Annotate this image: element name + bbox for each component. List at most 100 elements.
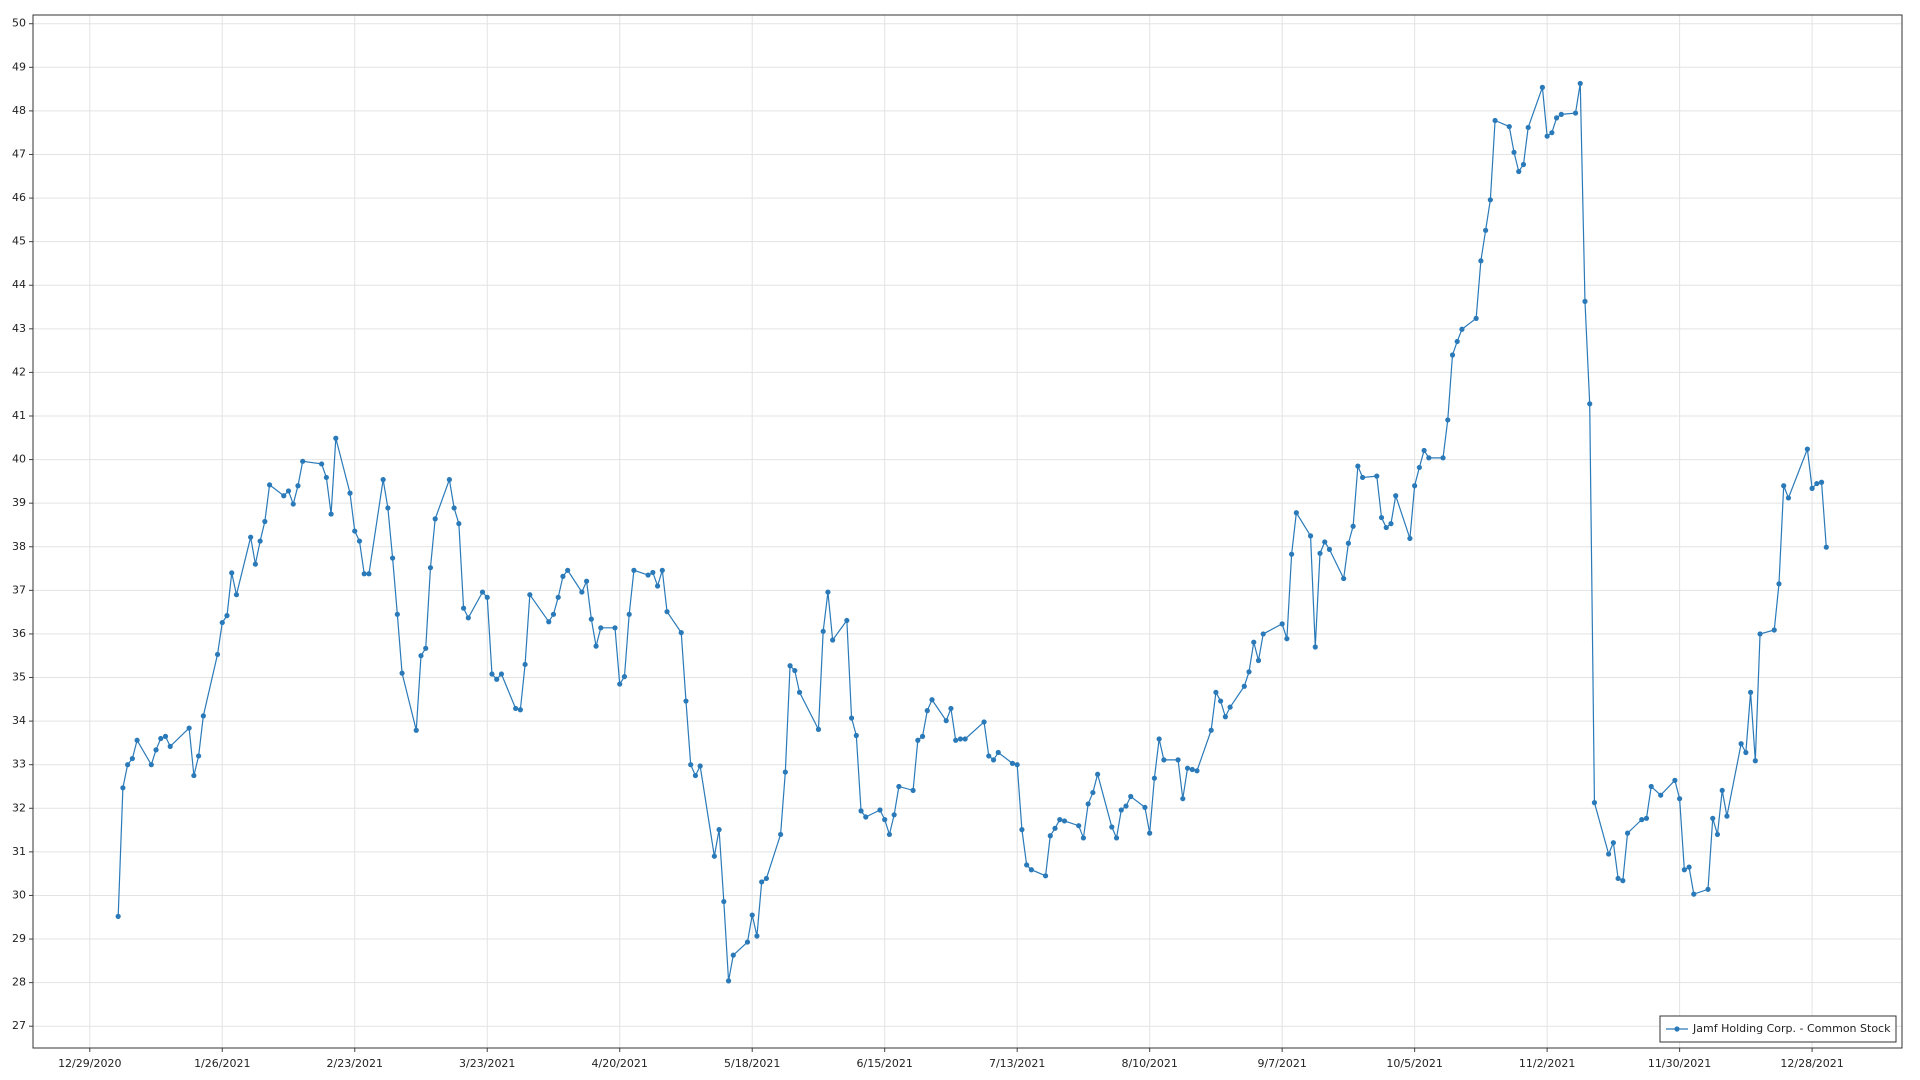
data-point <box>460 605 467 611</box>
data-point <box>1378 514 1385 521</box>
data-point <box>650 569 656 576</box>
data-point <box>560 573 566 579</box>
y-tick-label: 47 <box>12 147 26 160</box>
data-point <box>513 705 519 712</box>
x-tick-label: 12/28/2021 <box>1780 1057 1843 1070</box>
x-tick-label: 9/7/2021 <box>1257 1057 1306 1070</box>
data-point <box>295 483 301 489</box>
data-point <box>792 667 798 674</box>
data-point <box>1014 762 1020 768</box>
data-point <box>1615 875 1621 882</box>
data-point <box>730 952 736 958</box>
data-point <box>1743 749 1749 756</box>
data-point <box>479 589 486 595</box>
data-point <box>1553 115 1560 121</box>
data-point <box>1227 704 1233 710</box>
data-point <box>1691 891 1697 897</box>
data-point <box>877 807 883 813</box>
data-point <box>555 594 561 600</box>
x-tick-label: 1/26/2021 <box>194 1057 250 1070</box>
data-point <box>1284 636 1290 642</box>
data-point <box>1407 535 1413 542</box>
data-point <box>489 671 495 677</box>
data-point <box>1747 689 1754 695</box>
data-point <box>134 737 140 743</box>
data-point <box>763 875 770 882</box>
data-point <box>1317 550 1323 556</box>
y-tick-label: 27 <box>12 1019 26 1032</box>
data-point <box>1639 817 1645 823</box>
data-point <box>158 735 164 742</box>
data-point <box>886 831 893 838</box>
data-point <box>1478 258 1484 264</box>
data-point <box>1057 817 1063 823</box>
data-point <box>678 630 684 636</box>
y-tick-label: 36 <box>12 627 26 640</box>
y-tick-label: 41 <box>12 409 26 422</box>
data-point <box>1076 823 1082 829</box>
data-point <box>527 592 533 598</box>
y-tick-label: 31 <box>12 845 26 858</box>
data-point <box>1785 495 1792 501</box>
data-point <box>153 747 159 753</box>
y-tick-label: 32 <box>12 801 26 814</box>
data-point <box>995 749 1001 756</box>
data-point <box>328 511 334 517</box>
y-tick-label: 49 <box>12 60 26 73</box>
data-point <box>910 787 916 794</box>
data-point <box>782 769 788 775</box>
data-point <box>990 757 997 763</box>
y-tick-label: 45 <box>12 235 26 248</box>
data-point <box>1710 815 1716 821</box>
data-point <box>290 501 296 507</box>
data-point <box>456 521 462 527</box>
data-point <box>1483 227 1489 233</box>
data-point <box>621 674 628 680</box>
data-point <box>612 625 618 631</box>
data-point <box>1544 133 1550 139</box>
data-point <box>1194 768 1200 774</box>
data-point <box>1814 480 1820 487</box>
data-point <box>281 493 287 499</box>
data-point <box>1771 627 1777 633</box>
data-point <box>1019 827 1025 833</box>
data-point <box>1312 644 1318 650</box>
data-point <box>1624 830 1631 836</box>
data-point <box>716 827 722 833</box>
data-point <box>844 617 850 624</box>
data-point <box>1151 775 1157 781</box>
data-point <box>248 534 254 540</box>
data-point <box>953 737 959 743</box>
data-point <box>413 727 419 733</box>
data-point <box>891 812 897 818</box>
data-point <box>233 592 240 598</box>
y-tick-label: 40 <box>12 453 26 466</box>
data-point <box>498 671 505 677</box>
data-point <box>986 753 992 759</box>
data-point <box>446 477 452 483</box>
data-point <box>1161 757 1167 763</box>
y-tick-label: 44 <box>12 278 26 291</box>
data-point <box>924 708 930 714</box>
data-point <box>1047 833 1053 839</box>
data-point <box>645 572 651 578</box>
y-tick-label: 28 <box>12 976 26 989</box>
x-tick-label: 2/23/2021 <box>327 1057 383 1070</box>
data-point <box>759 879 765 885</box>
x-tick-label: 3/23/2021 <box>459 1057 515 1070</box>
data-point <box>1454 338 1460 345</box>
data-point <box>1781 483 1787 489</box>
data-point <box>1109 824 1115 830</box>
data-point <box>1156 736 1162 742</box>
data-point <box>1341 575 1347 582</box>
data-point <box>863 814 869 820</box>
data-point <box>1757 631 1763 637</box>
data-point <box>1024 862 1030 868</box>
data-point <box>196 753 202 759</box>
data-point <box>1175 757 1181 763</box>
data-point <box>1279 621 1285 627</box>
data-point <box>418 653 424 659</box>
data-point <box>981 719 987 725</box>
x-tick-label: 7/13/2021 <box>989 1057 1045 1070</box>
